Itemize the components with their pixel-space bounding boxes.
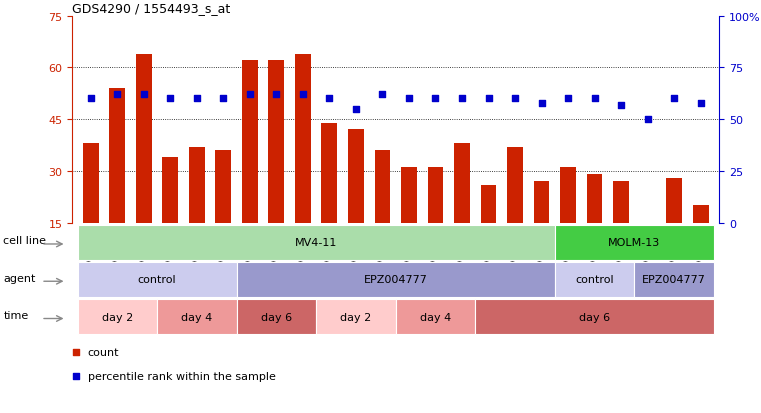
- Point: [323, 96, 336, 102]
- Text: time: time: [4, 310, 29, 320]
- Bar: [666, 178, 682, 223]
- Bar: [83, 144, 99, 223]
- Point: [84, 96, 97, 102]
- Text: EPZ004777: EPZ004777: [364, 275, 428, 285]
- Point: [111, 92, 123, 98]
- Text: day 6: day 6: [261, 312, 292, 322]
- Text: day 4: day 4: [420, 312, 451, 322]
- Point: [164, 96, 177, 102]
- Bar: [533, 182, 549, 223]
- Bar: [321, 123, 337, 223]
- Text: day 6: day 6: [579, 312, 610, 322]
- Text: MOLM-13: MOLM-13: [608, 237, 661, 248]
- Point: [350, 106, 362, 113]
- Bar: [401, 168, 417, 223]
- Text: day 2: day 2: [340, 312, 371, 322]
- Point: [70, 373, 82, 379]
- Point: [403, 96, 415, 102]
- Point: [615, 102, 627, 109]
- Point: [642, 116, 654, 123]
- Bar: [374, 151, 390, 223]
- Bar: [480, 185, 496, 223]
- Text: control: control: [575, 275, 614, 285]
- Point: [297, 92, 309, 98]
- Bar: [295, 55, 311, 223]
- Bar: [693, 206, 708, 223]
- Text: count: count: [88, 348, 119, 358]
- Bar: [348, 130, 364, 223]
- Bar: [136, 55, 152, 223]
- Text: cell line: cell line: [4, 236, 46, 246]
- Bar: [428, 168, 444, 223]
- Point: [695, 100, 707, 107]
- Point: [377, 92, 389, 98]
- Text: agent: agent: [4, 273, 36, 283]
- Text: percentile rank within the sample: percentile rank within the sample: [88, 371, 275, 381]
- Bar: [507, 147, 523, 223]
- Point: [70, 349, 82, 356]
- Bar: [242, 61, 258, 223]
- Text: EPZ004777: EPZ004777: [642, 275, 706, 285]
- Bar: [454, 144, 470, 223]
- Bar: [189, 147, 205, 223]
- Text: day 4: day 4: [181, 312, 212, 322]
- Text: control: control: [138, 275, 177, 285]
- Point: [509, 96, 521, 102]
- Bar: [613, 182, 629, 223]
- Point: [588, 96, 600, 102]
- Point: [482, 96, 495, 102]
- Point: [456, 96, 468, 102]
- Point: [562, 96, 574, 102]
- Point: [191, 96, 203, 102]
- Text: day 2: day 2: [102, 312, 133, 322]
- Text: GDS4290 / 1554493_s_at: GDS4290 / 1554493_s_at: [72, 2, 231, 15]
- Text: MV4-11: MV4-11: [295, 237, 337, 248]
- Point: [244, 92, 256, 98]
- Point: [668, 96, 680, 102]
- Bar: [587, 175, 603, 223]
- Bar: [269, 61, 285, 223]
- Point: [270, 92, 282, 98]
- Point: [536, 100, 548, 107]
- Point: [138, 92, 150, 98]
- Bar: [162, 158, 178, 223]
- Bar: [110, 89, 126, 223]
- Bar: [560, 168, 576, 223]
- Bar: [215, 151, 231, 223]
- Point: [429, 96, 441, 102]
- Point: [218, 96, 230, 102]
